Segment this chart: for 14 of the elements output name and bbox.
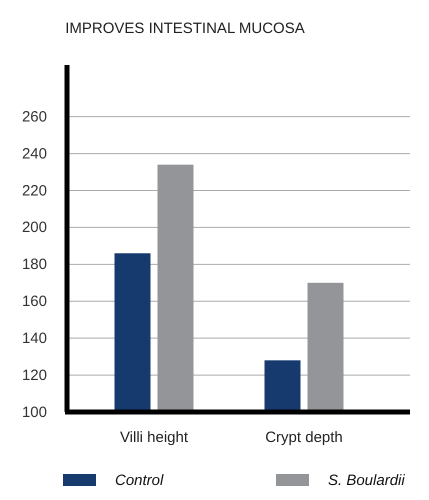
x-tick-label: Crypt depth: [265, 429, 343, 446]
y-tick-label: 140: [22, 330, 47, 347]
y-tick-label: 240: [22, 145, 47, 162]
y-tick-label: 180: [22, 256, 47, 274]
y-tick-label: 260: [22, 108, 47, 126]
legend-label: S. Boulardii: [328, 472, 406, 489]
y-tick-label: 200: [22, 219, 47, 236]
y-tick-label: 160: [22, 293, 47, 310]
chart-title: IMPROVES INTESTINAL MUCOSA: [65, 20, 305, 37]
legend-label: Control: [115, 472, 164, 489]
x-tick-label: Villi height: [120, 429, 189, 446]
y-tick-label: 220: [22, 182, 47, 200]
y-tick-label: 120: [22, 366, 47, 384]
y-tick-label: 100: [22, 404, 47, 421]
